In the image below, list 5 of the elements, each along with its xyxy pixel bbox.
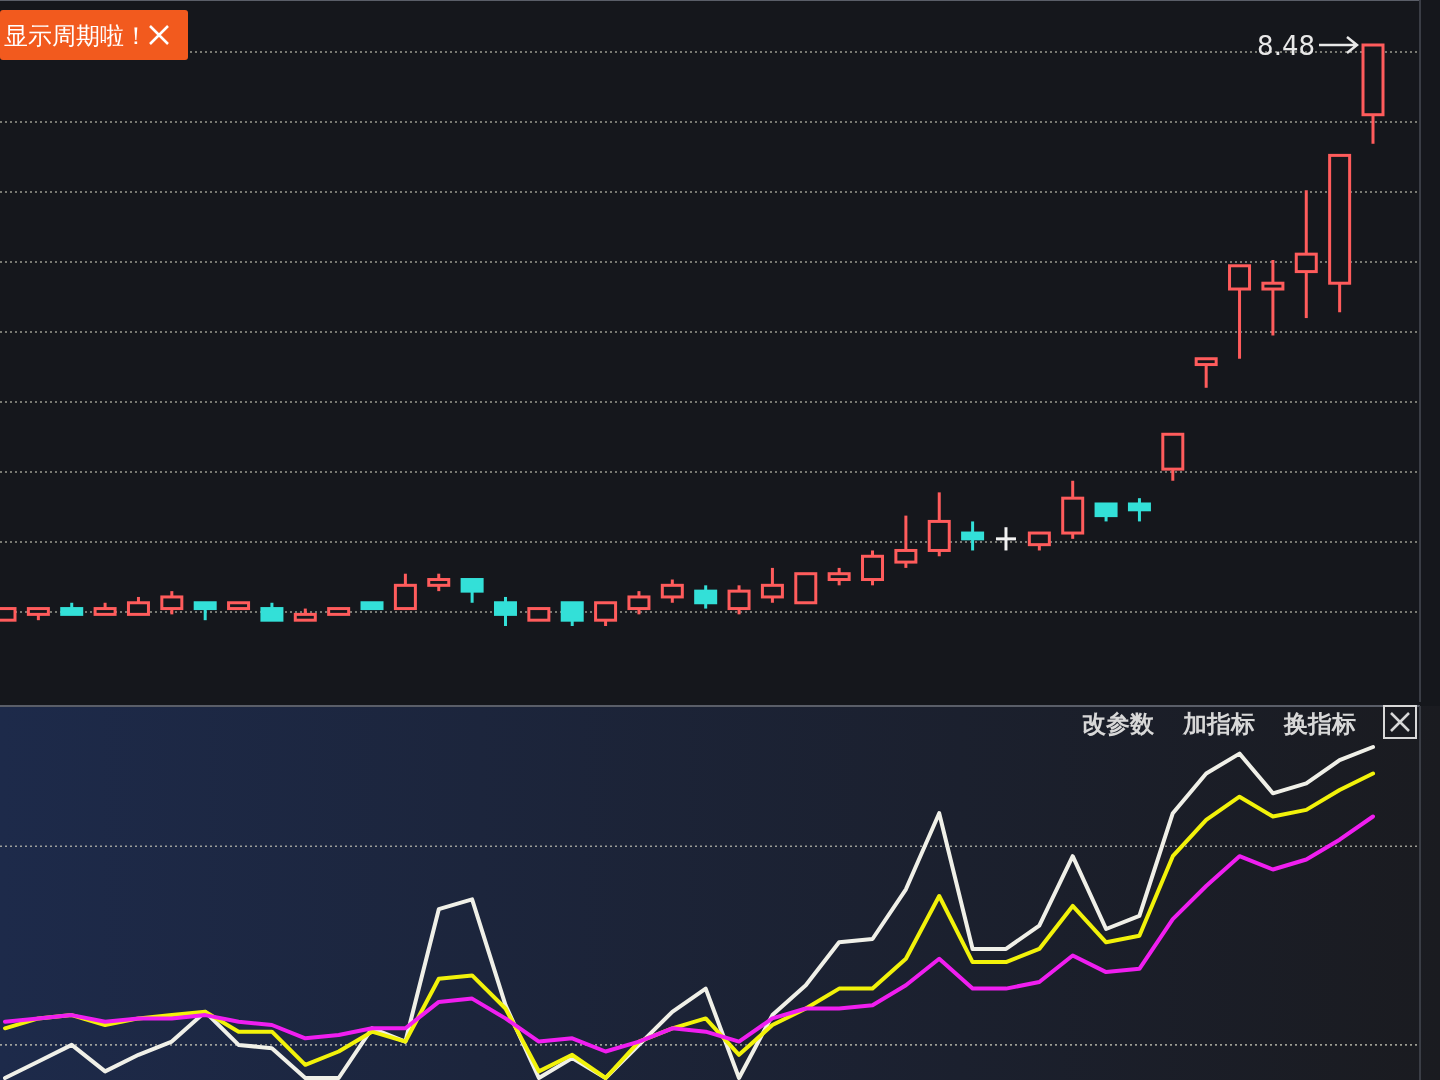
text: 改参数 xyxy=(1082,710,1155,738)
text: 加指标 xyxy=(1182,710,1255,738)
text: 换指标 xyxy=(1283,710,1356,738)
annotation: 显示周期啦！ xyxy=(4,22,148,50)
annotation: 8.48 xyxy=(1257,31,1315,61)
